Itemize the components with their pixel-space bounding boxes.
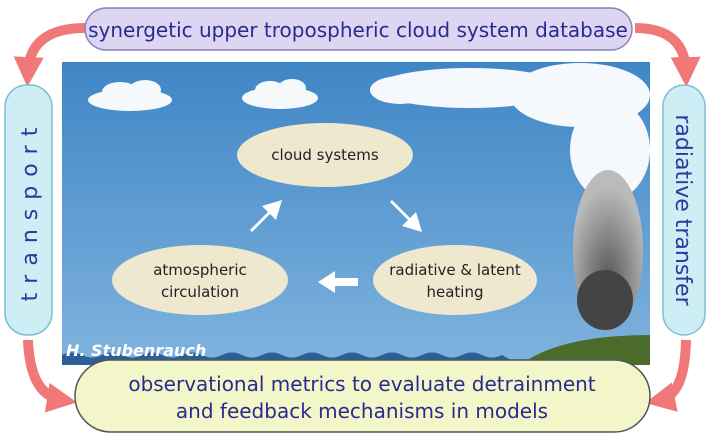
footer-box <box>74 359 651 433</box>
flow-arrows <box>13 23 701 413</box>
left-label: transport <box>18 119 43 302</box>
node: radiative & latent heating <box>373 245 537 315</box>
header-title: synergetic upper tropospheric cloud syst… <box>88 18 628 42</box>
cycle-arrows <box>250 200 422 293</box>
credit: H. Stubenrauch <box>66 341 206 360</box>
node-label: circulation <box>161 283 239 301</box>
footer-line: and feedback mechanisms in models <box>176 399 548 423</box>
node-label: cloud systems <box>271 146 379 164</box>
node: cloud systems <box>237 123 413 187</box>
scene: H. Stubenrauch <box>62 62 650 365</box>
right-box <box>662 84 706 336</box>
right-label: radiative transfer <box>670 114 695 306</box>
node: atmospheric circulation <box>112 245 288 315</box>
footer-line: observational metrics to evaluate detrai… <box>128 372 595 396</box>
node-label: radiative & latent <box>389 261 521 279</box>
node-label: atmospheric <box>153 261 247 279</box>
left-box <box>4 84 53 336</box>
node-label: heating <box>426 283 483 301</box>
header-box <box>84 7 633 51</box>
